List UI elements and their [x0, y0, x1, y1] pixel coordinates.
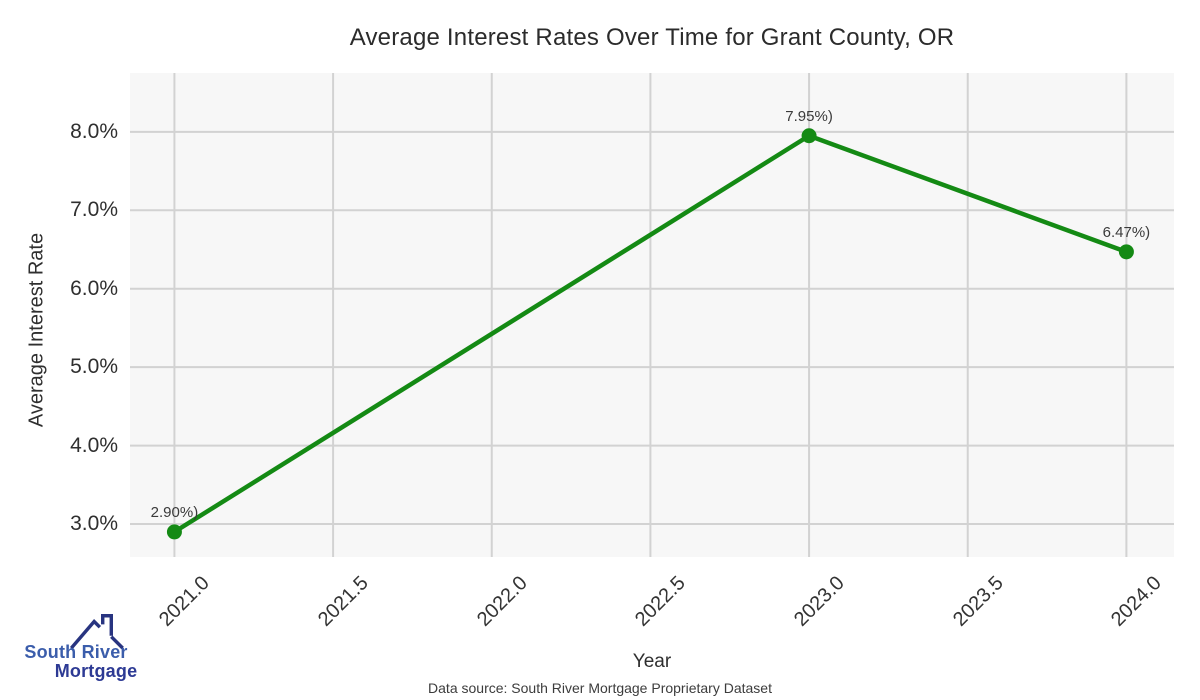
logo-text-primary: South River	[24, 642, 128, 662]
y-tick-label: 8.0%	[70, 119, 118, 143]
house-roof-icon	[69, 614, 124, 650]
chart-title: Average Interest Rates Over Time for Gra…	[349, 24, 955, 51]
data-point-marker	[801, 128, 817, 144]
data-point-label: 6.47%)	[1103, 224, 1151, 241]
y-tick-label: 3.0%	[70, 512, 118, 536]
x-tick-label: 2022.5	[631, 572, 690, 631]
x-axis-title: Year	[632, 651, 672, 672]
x-tick-label: 2021.0	[155, 572, 214, 631]
y-tick-label: 5.0%	[70, 355, 118, 379]
x-tick-label: 2021.5	[313, 572, 373, 631]
y-tick-label: 7.0%	[70, 198, 118, 222]
plot-panel-background	[130, 73, 1174, 557]
data-point-marker	[166, 524, 182, 540]
y-axis-title: Average Interest Rate	[25, 232, 48, 428]
plot-area: 2.90%) 7.95%) 6.47%)	[130, 73, 1174, 557]
data-source-note: Data source: South River Mortgage Propri…	[428, 680, 772, 696]
x-tick-label: 2023.0	[789, 572, 849, 631]
logo-text-secondary: Mortgage	[54, 661, 138, 681]
x-tick-label: 2022.0	[472, 572, 532, 631]
data-point-label: 7.95%)	[785, 108, 833, 125]
company-logo: South River Mortgage	[24, 611, 137, 691]
y-tick-label: 6.0%	[70, 276, 118, 300]
y-tick-label: 4.0%	[70, 433, 118, 457]
data-point-label: 2.90%)	[151, 504, 199, 521]
x-tick-label: 2024.0	[1107, 572, 1166, 631]
data-point-marker	[1118, 244, 1134, 260]
x-tick-label: 2023.5	[948, 572, 1008, 631]
